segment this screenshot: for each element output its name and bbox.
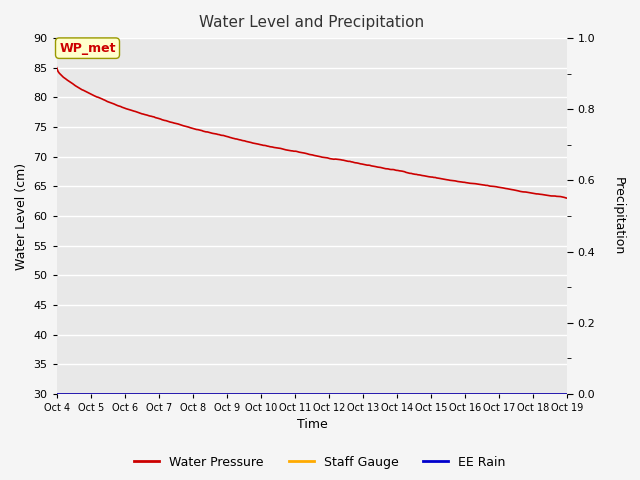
Y-axis label: Precipitation: Precipitation	[612, 177, 625, 255]
X-axis label: Time: Time	[296, 419, 327, 432]
Legend: Water Pressure, Staff Gauge, EE Rain: Water Pressure, Staff Gauge, EE Rain	[129, 451, 511, 474]
Text: WP_met: WP_met	[60, 42, 116, 55]
Title: Water Level and Precipitation: Water Level and Precipitation	[200, 15, 424, 30]
Y-axis label: Water Level (cm): Water Level (cm)	[15, 162, 28, 270]
